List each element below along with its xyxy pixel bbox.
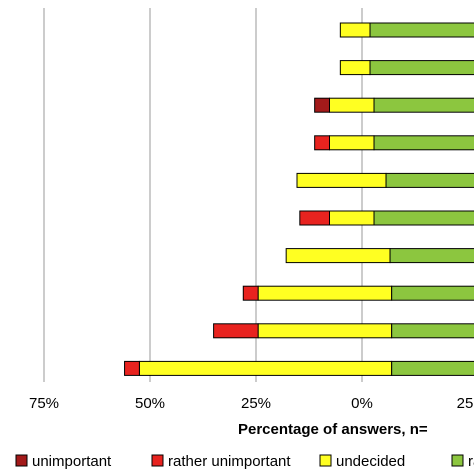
legend-label: rather unimportant — [168, 453, 291, 470]
bar-segment-undecided — [296, 172, 387, 188]
bar-segment-undecided — [329, 97, 375, 113]
legend-label: rath — [468, 453, 474, 470]
bar-segment-rath — [389, 248, 474, 264]
bar-segment-rather-unimportant — [242, 285, 259, 301]
x-tick-label: 25° — [457, 395, 474, 412]
bar-segment-unimportant — [314, 97, 331, 113]
x-tick-label: 25% — [241, 395, 271, 412]
bar-segment-undecided — [329, 210, 375, 226]
bar-segment-rath — [391, 285, 474, 301]
legend-swatch — [151, 454, 164, 467]
legend-swatch — [451, 454, 464, 467]
bar-segment-rath — [373, 97, 474, 113]
bar-segment-rath — [391, 323, 474, 339]
bar-segment-rather-unimportant — [213, 323, 259, 339]
bar-segment-rath — [385, 172, 474, 188]
x-tick-label: 50% — [135, 395, 165, 412]
bar-segment-undecided — [257, 285, 393, 301]
bar-segment-undecided — [138, 360, 393, 376]
legend-label: undecided — [336, 453, 405, 470]
bar-segment-rather-unimportant — [124, 360, 140, 376]
legend-label: unimportant — [32, 453, 112, 470]
legend-swatch — [15, 454, 28, 467]
bars — [124, 22, 474, 376]
bar-segment-rath — [369, 60, 474, 76]
bar-segment-undecided — [329, 135, 375, 151]
bar-segment-undecided — [339, 60, 371, 76]
bar-segment-undecided — [285, 248, 391, 264]
x-axis-title: Percentage of answers, n= — [238, 421, 428, 438]
bar-segment-rather-unimportant — [299, 210, 331, 226]
legend-swatch — [319, 454, 332, 467]
legend: unimportant rather unimportant undecided ra… — [15, 453, 474, 470]
bar-segment-rath — [391, 360, 474, 376]
x-tick-label: 0% — [351, 395, 373, 412]
bar-segment-undecided — [257, 323, 393, 339]
bar-segment-rather-unimportant — [314, 135, 331, 151]
bar-segment-rath — [373, 210, 474, 226]
bar-segment-rath — [369, 22, 474, 38]
x-tick-labels: 75% 50% 25% 0% 25° — [29, 395, 474, 412]
x-tick-label: 75% — [29, 395, 59, 412]
bar-segment-rath — [373, 135, 474, 151]
bar-segment-undecided — [339, 22, 371, 38]
